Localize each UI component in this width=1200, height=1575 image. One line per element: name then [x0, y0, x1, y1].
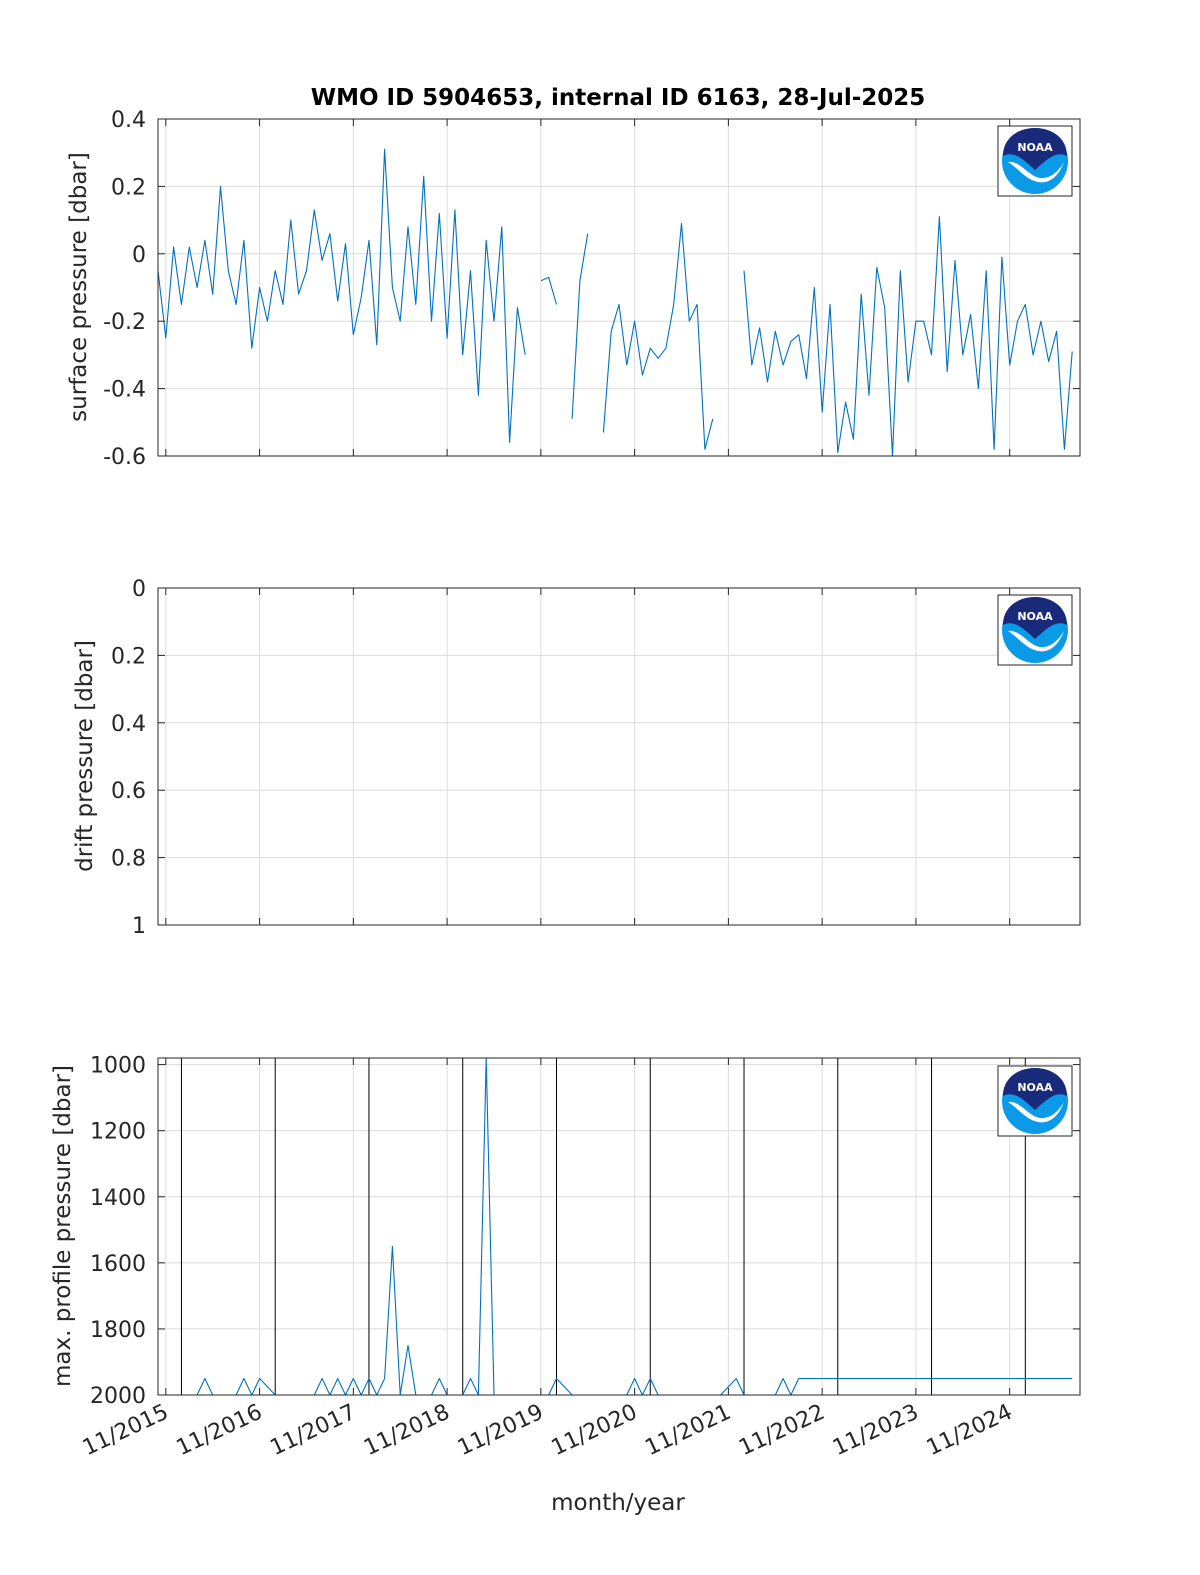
drift-pressure-y-label: drift pressure [dbar]	[72, 640, 98, 872]
y-tick-label-2000: 2000	[90, 1384, 146, 1409]
x-tick-label-11-2019: 11/2019	[454, 1400, 547, 1461]
x-tick-label-11-2018: 11/2018	[360, 1400, 453, 1461]
x-tick-label-11-2023: 11/2023	[829, 1400, 922, 1461]
surface-pressure-x-ticks	[165, 119, 1011, 456]
x-axis-label: month/year	[551, 1490, 685, 1516]
x-tick-label-11-2016: 11/2016	[173, 1400, 266, 1461]
drift-pressure-x-ticks	[165, 588, 1011, 925]
x-tick-label-11-2022: 11/2022	[735, 1400, 828, 1461]
y-tick-label--0-6: -0.6	[103, 445, 146, 470]
max-profile-pressure-y-label: max. profile pressure [dbar]	[50, 1065, 76, 1387]
y-tick-label--0-4: -0.4	[103, 378, 146, 403]
y-tick-label-0-4: 0.4	[111, 108, 146, 133]
y-tick-label-0-2: 0.2	[111, 175, 146, 200]
y-tick-label-0: 0	[132, 577, 146, 602]
y-tick-label-1400: 1400	[90, 1186, 146, 1211]
max-profile-pressure-y-ticks: 1000 1200 1400 1600 1800 2000	[90, 1054, 1080, 1409]
noaa-logo	[997, 125, 1073, 197]
x-tick-label-11-2024: 11/2024	[923, 1400, 1016, 1461]
y-tick-label-1: 1	[132, 914, 146, 939]
y-tick-label-1000: 1000	[90, 1054, 146, 1079]
surface-pressure-panel: -0.6 -0.4 -0.2 0 0.2 0.4 surface pressure [db…	[66, 108, 1081, 470]
surface-pressure-series	[157, 148, 1073, 457]
x-tick-label-11-2017: 11/2017	[266, 1400, 359, 1461]
y-tick-label-1200: 1200	[90, 1120, 146, 1145]
y-tick-label-1800: 1800	[90, 1318, 146, 1343]
surface-pressure-y-ticks: -0.6 -0.4 -0.2 0 0.2 0.4	[103, 108, 1080, 470]
y-tick-label-0: 0	[132, 243, 146, 268]
y-tick-label-0-8: 0.8	[111, 847, 146, 872]
surface-pressure-y-label: surface pressure [dbar]	[66, 152, 92, 422]
y-tick-label-0-4: 0.4	[111, 712, 146, 737]
drift-pressure-panel: 0 0.2 0.4 0.6 0.8 1 drift pressure [dbar]	[72, 577, 1081, 939]
drift-pressure-y-ticks: 0 0.2 0.4 0.6 0.8 1	[111, 577, 1080, 939]
y-tick-label-0-6: 0.6	[111, 779, 146, 804]
x-tick-label-11-2020: 11/2020	[548, 1400, 641, 1461]
y-tick-label-1600: 1600	[90, 1252, 146, 1277]
year-marker-lines	[180, 1058, 1026, 1395]
series-line-0	[157, 148, 1073, 457]
chart-title: WMO ID 5904653, internal ID 6163, 28-Jul…	[311, 85, 926, 111]
x-tick-label-11-2021: 11/2021	[642, 1400, 735, 1461]
noaa-logo	[997, 594, 1073, 666]
noaa-logo	[997, 1065, 1073, 1137]
y-tick-label-0-2: 0.2	[111, 644, 146, 669]
y-tick-label--0-2: -0.2	[103, 310, 146, 335]
